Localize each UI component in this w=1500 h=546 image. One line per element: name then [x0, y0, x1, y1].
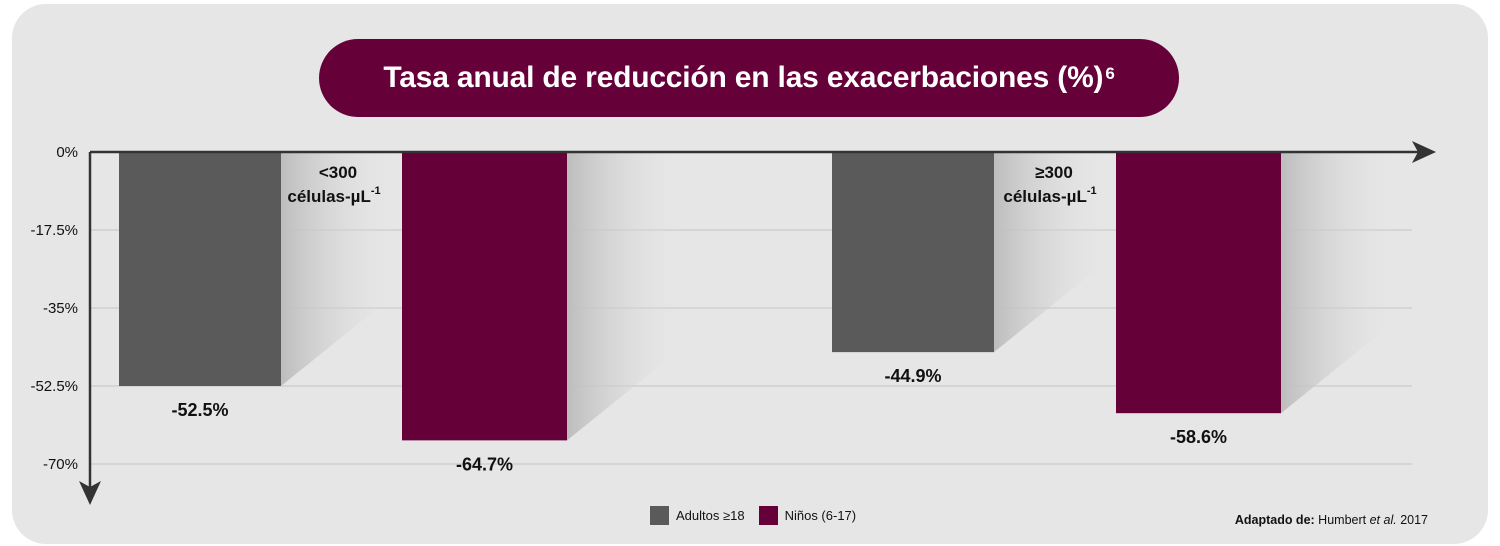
- y-tick-label: -35%: [43, 300, 78, 317]
- data-label: -52.5%: [171, 400, 228, 420]
- legend-swatch-adultos: [650, 506, 669, 525]
- data-label: -64.7%: [456, 454, 513, 474]
- category-label-2-sup: -1: [1087, 185, 1097, 197]
- source-note: Adaptado de: Humbert et al. 2017: [1235, 513, 1428, 527]
- data-label: -58.6%: [1170, 427, 1227, 447]
- bar: [832, 152, 994, 353]
- legend-label-adultos: Adultos ≥18: [676, 508, 745, 523]
- source-author: Humbert: [1318, 513, 1367, 527]
- y-tick-label: -17.5%: [30, 222, 78, 239]
- x-axis-arrow-icon: [1412, 141, 1436, 163]
- chart-title-superscript: 6: [1105, 64, 1115, 83]
- bar: [119, 152, 281, 386]
- y-axis-arrow-icon: [79, 481, 101, 505]
- bar-shadow: [567, 152, 685, 441]
- bar-shadow: [994, 152, 1112, 353]
- category-label-1-line1: <300: [319, 163, 357, 182]
- y-tick-label: -52.5%: [30, 378, 78, 395]
- data-label: -44.9%: [884, 366, 941, 386]
- axes: [79, 141, 1436, 505]
- bar-shadow: [1281, 152, 1399, 414]
- category-label-1-unit: células-µL: [287, 187, 371, 206]
- category-label-2: ≥300 células-µL-1: [1003, 163, 1096, 206]
- legend-item-adultos: Adultos ≥18: [650, 506, 745, 525]
- legend-item-ninos: Niños (6-17): [758, 506, 857, 525]
- source-year: 2017: [1400, 513, 1428, 527]
- category-label-1-line2: células-µL-1: [287, 185, 380, 206]
- category-label-2-unit: células-µL: [1003, 187, 1087, 206]
- chart-title-text: Tasa anual de reducción en las exacerbac…: [383, 61, 1104, 94]
- legend-label-ninos: Niños (6-17): [784, 508, 857, 523]
- y-tick-label: -70%: [43, 456, 78, 473]
- y-tick-labels: 0% -17.5% -35% -52.5% -70%: [30, 144, 78, 473]
- bars: [119, 152, 1281, 441]
- chart-title: Tasa anual de reducción en las exacerbac…: [319, 39, 1179, 117]
- source-etal: et al.: [1369, 513, 1397, 527]
- legend: Adultos ≥18 Niños (6-17): [650, 506, 870, 525]
- data-labels: -52.5% -44.9% -64.7% -58.6%: [171, 366, 1227, 474]
- y-tick-label: 0%: [56, 144, 78, 161]
- category-label-2-line1: ≥300: [1035, 163, 1073, 182]
- category-label-2-line2: células-µL-1: [1003, 185, 1096, 206]
- bar: [1116, 152, 1281, 414]
- legend-swatch-ninos: [758, 506, 778, 525]
- bar-shadow: [281, 152, 399, 386]
- bar: [402, 152, 567, 441]
- category-label-1: <300 células-µL-1: [287, 163, 380, 206]
- source-prefix: Adaptado de:: [1234, 513, 1315, 527]
- bar-shadows: [281, 152, 1399, 441]
- category-label-1-sup: -1: [371, 185, 381, 197]
